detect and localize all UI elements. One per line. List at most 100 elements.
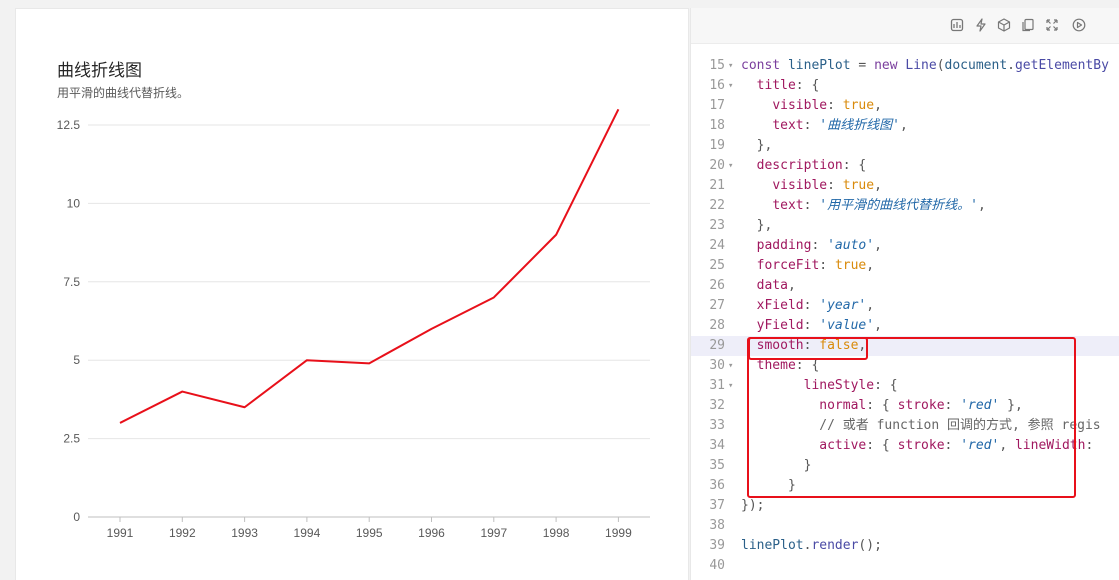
code-token: false <box>819 338 859 353</box>
code-token: : { <box>874 378 898 393</box>
code-token: '用平滑的曲线代替折线。' <box>819 198 978 213</box>
code-token: stroke <box>897 398 945 413</box>
copy-icon[interactable] <box>1020 18 1036 34</box>
code-line[interactable]: 36 } <box>691 476 1119 496</box>
fold-toggle-icon[interactable]: ▾ <box>728 61 734 71</box>
code-line[interactable]: 23 }, <box>691 216 1119 236</box>
code-line[interactable]: 21 visible: true, <box>691 176 1119 196</box>
fold-toggle-icon[interactable]: ▾ <box>728 361 734 371</box>
code-line[interactable]: 34 active: { stroke: 'red', lineWidth: <box>691 436 1119 456</box>
line-number: 15 <box>709 58 725 73</box>
y-tick-label: 10 <box>67 196 81 210</box>
fold-toggle-icon[interactable]: ▾ <box>728 161 734 171</box>
fullscreen-icon[interactable] <box>1044 18 1060 34</box>
code-token <box>741 318 757 333</box>
code-token: // 或者 function 回调的方式, 参照 regis <box>741 418 1101 433</box>
line-number: 18 <box>709 118 725 133</box>
code-token: data <box>756 278 788 293</box>
series-line <box>119 108 620 424</box>
code-token: xField <box>756 298 804 313</box>
code-token: theme <box>756 358 796 373</box>
code-token: linePlot <box>787 58 851 73</box>
code-token: smooth <box>756 338 804 353</box>
line-number: 16 <box>709 78 725 93</box>
code-line[interactable]: 33 // 或者 function 回调的方式, 参照 regis <box>691 416 1119 436</box>
code-token: : <box>944 398 961 413</box>
code-line[interactable]: 31 ▾ lineStyle: { <box>691 376 1119 396</box>
code-text: }); <box>741 496 764 516</box>
code-token: visible <box>772 98 828 113</box>
line-number: 31 <box>709 378 725 393</box>
chart-icon[interactable] <box>949 18 965 34</box>
code-line[interactable]: 37}); <box>691 496 1119 516</box>
line-number: 17 <box>709 98 725 113</box>
code-token: active <box>819 438 867 453</box>
code-token: true <box>842 178 875 193</box>
code-token: , <box>874 178 882 193</box>
code-line[interactable]: 26 data, <box>691 276 1119 296</box>
code-token: } <box>741 458 812 473</box>
code-line[interactable]: 18 text: '曲线折线图', <box>691 116 1119 136</box>
code-token: : <box>819 258 835 273</box>
code-token: normal <box>819 398 867 413</box>
line-chart: 0 2.5 5 7.5 10 12.5 1991 1992 1993 1994 1995 1996 19… <box>57 108 650 540</box>
code-line[interactable]: 25 forceFit: true, <box>691 256 1119 276</box>
code-token: true <box>842 98 875 113</box>
code-text: }, <box>741 136 773 156</box>
code-token: }); <box>741 498 765 513</box>
code-line[interactable]: 22 text: '用平滑的曲线代替折线。', <box>691 196 1119 216</box>
play-icon[interactable] <box>1071 18 1087 34</box>
line-number: 40 <box>709 558 725 573</box>
code-token: : <box>827 98 843 113</box>
code-token: }, <box>999 398 1023 413</box>
code-line[interactable]: 35 } <box>691 456 1119 476</box>
line-number: 34 <box>709 438 725 453</box>
code-token: : { <box>795 358 820 373</box>
code-token <box>741 98 772 113</box>
code-token: const <box>741 58 788 73</box>
box-icon[interactable] <box>996 18 1012 34</box>
lightning-icon[interactable] <box>973 18 989 34</box>
code-token <box>741 178 772 193</box>
code-line[interactable]: 29 smooth: false, <box>691 336 1119 356</box>
y-tick-label: 7.5 <box>63 275 80 289</box>
line-number: 30 <box>709 358 725 373</box>
fold-toggle-icon[interactable]: ▾ <box>728 381 734 391</box>
code-token: : <box>1085 438 1094 453</box>
code-line[interactable]: 40 <box>691 556 1119 576</box>
y-tick-label: 2.5 <box>63 432 80 446</box>
code-body[interactable]: 15 ▾ const linePlot = new Line(document.ge… <box>691 56 1119 576</box>
code-token: yField <box>756 318 804 333</box>
code-line[interactable]: 39 linePlot.render(); <box>691 536 1119 556</box>
code-token: ( <box>936 58 945 73</box>
x-tick-label: 1998 <box>543 526 570 540</box>
code-line[interactable]: 30 ▾ theme: { <box>691 356 1119 376</box>
code-text: yField: 'value', <box>741 316 882 336</box>
code-token: , <box>787 278 796 293</box>
code-text: visible: true, <box>741 96 882 116</box>
code-line[interactable]: 27 xField: 'year', <box>691 296 1119 316</box>
code-line[interactable]: 32 normal: { stroke: 'red' }, <box>691 396 1119 416</box>
line-number: 20 <box>709 158 725 173</box>
code-token: : <box>811 238 828 253</box>
x-tick-label: 1991 <box>107 526 134 540</box>
line-number: 36 <box>709 478 725 493</box>
code-line[interactable]: 15 ▾ const linePlot = new Line(document.ge… <box>691 56 1119 76</box>
chart-description: 用平滑的曲线代替折线。 <box>57 86 190 100</box>
code-line[interactable]: 19 }, <box>691 136 1119 156</box>
code-line[interactable]: 24 padding: 'auto', <box>691 236 1119 256</box>
line-number: 32 <box>709 398 725 413</box>
fold-toggle-icon[interactable]: ▾ <box>728 81 734 91</box>
chart-panel: 曲线折线图 用平滑的曲线代替折线。 0 2.5 5 7.5 10 12.5 1991 1992… <box>15 8 689 580</box>
code-line[interactable]: 28 yField: 'value', <box>691 316 1119 336</box>
code-token: text <box>772 118 804 133</box>
code-text: // 或者 function 回调的方式, 参照 regis <box>741 416 1101 436</box>
code-token: (); <box>858 538 882 553</box>
code-token <box>741 78 757 93</box>
code-line[interactable]: 16 ▾ title: { <box>691 76 1119 96</box>
code-line[interactable]: 20 ▾ description: { <box>691 156 1119 176</box>
line-number: 28 <box>709 318 725 333</box>
code-line[interactable]: 38 <box>691 516 1119 536</box>
code-line[interactable]: 17 visible: true, <box>691 96 1119 116</box>
code-text: data, <box>741 276 796 296</box>
